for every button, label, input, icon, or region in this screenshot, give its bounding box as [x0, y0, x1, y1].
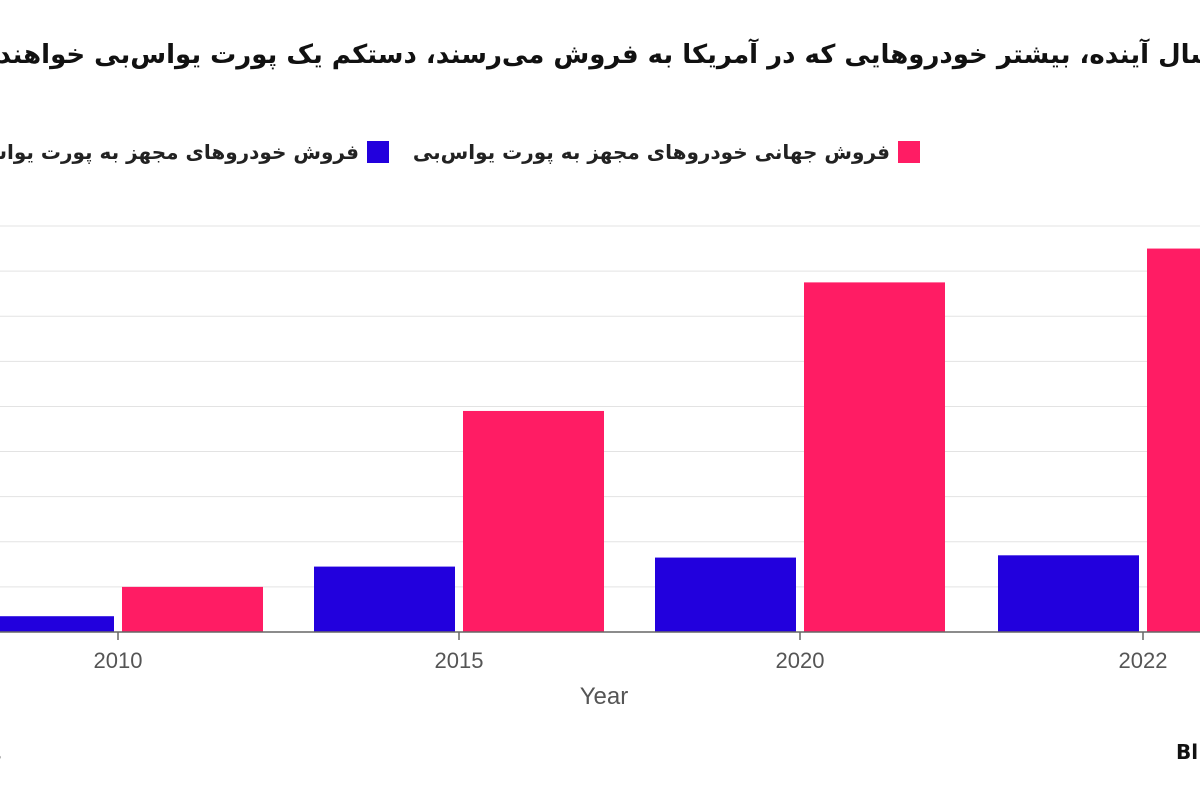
x-tick-label: 2015	[435, 648, 484, 673]
legend-item-global: فروش جهانی خودروهای مجهز به پورت یواس‌بی	[413, 140, 920, 164]
chart-title: سال آینده، بیشتر خودروهایی که در آمریکا …	[0, 40, 1200, 70]
x-tick-label: 2020	[776, 648, 825, 673]
x-axis: 2010 2015 2020 2022	[0, 631, 1200, 673]
bar-us-2010	[0, 616, 114, 632]
legend-label-us: فروش خودروهای مجهز به پورت یواس‌بی	[0, 140, 359, 164]
legend-swatch-us	[366, 141, 389, 163]
x-tick-label: 2022	[1119, 648, 1168, 673]
bars	[0, 248, 1200, 633]
bar-global-2010	[122, 586, 263, 632]
legend-swatch-global	[898, 141, 920, 163]
chart-legend: فروش جهانی خودروهای مجهز به پورت یواس‌بی…	[0, 140, 920, 164]
legend-item-us: فروش خودروهای مجهز به پورت یواس‌بی	[0, 140, 389, 164]
legend-label-global: فروش جهانی خودروهای مجهز به پورت یواس‌بی	[412, 140, 890, 164]
bar-global-2022	[1147, 248, 1200, 633]
brand-logo-text: Bl	[1176, 740, 1199, 764]
bar-us-2020	[655, 557, 796, 632]
bar-global-2015	[463, 410, 604, 632]
bar-global-2020	[804, 282, 945, 632]
x-axis-label: Year	[580, 683, 629, 710]
source-text: s	[0, 744, 1, 765]
x-tick-label: 2010	[94, 648, 143, 673]
bar-us-2015	[314, 566, 455, 632]
bar-us-2022	[998, 555, 1139, 632]
